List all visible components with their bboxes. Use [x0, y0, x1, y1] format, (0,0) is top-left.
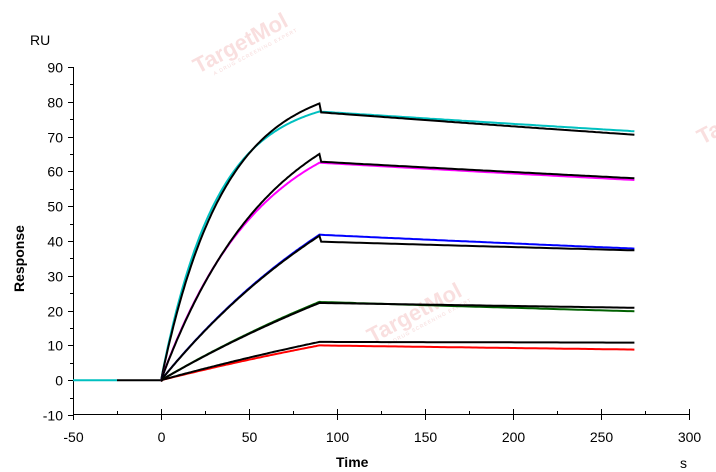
y-tick-label: 60: [47, 164, 63, 180]
x-tick-label: 0: [158, 429, 166, 445]
x-tick-label: 150: [414, 429, 438, 445]
x-axis-title: Time: [336, 454, 369, 470]
fit-curve: [160, 340, 635, 382]
y-tick-label: 10: [47, 338, 63, 354]
x-tick-label: -50: [63, 429, 83, 445]
y-axis-title: Response: [11, 225, 27, 292]
x-tick-label: 50: [242, 429, 258, 445]
measured-curve: [160, 110, 635, 382]
y-tick-label: 70: [47, 130, 63, 146]
x-tick-label: 300: [678, 429, 702, 445]
y-axis-ticks: -10 0 10 20 30 40 50 60 70 80 90: [43, 60, 74, 424]
y-unit-label: RU: [30, 32, 50, 48]
y-tick-label: 20: [47, 304, 63, 320]
y-tick-label: 30: [47, 269, 63, 285]
x-tick-label: 250: [590, 429, 614, 445]
watermark-top: TargetMol A DRUG SCREENING EXPERT: [189, 8, 299, 79]
y-tick-label: -10: [43, 408, 63, 424]
sensorgram-curves: [73, 102, 635, 382]
fit-curve: [160, 234, 635, 382]
y-tick-label: 0: [55, 373, 63, 389]
y-tick-label: 80: [47, 95, 63, 111]
watermark-right: TargetMol: [693, 79, 716, 150]
y-tick-label: 40: [47, 234, 63, 250]
x-tick-label: 200: [502, 429, 526, 445]
y-tick-label: 90: [47, 60, 63, 76]
x-tick-label: 100: [326, 429, 350, 445]
y-tick-label: 50: [47, 199, 63, 215]
measured-curve: [160, 344, 635, 382]
x-axis-ticks: -50 0 50 100 150 200 250 300: [63, 409, 701, 445]
fit-curve: [160, 152, 635, 382]
fit-curve: [160, 102, 635, 382]
watermark-text: TargetMol: [693, 79, 716, 150]
fit-curve: [160, 301, 635, 382]
x-unit-label: s: [680, 455, 687, 471]
